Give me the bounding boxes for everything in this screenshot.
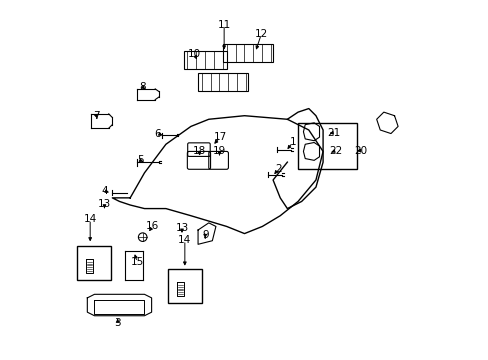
Bar [298,123,356,169]
Text: 22: 22 [328,146,342,156]
Text: 16: 16 [146,221,159,231]
Text: 12: 12 [254,29,267,39]
Text: 4: 4 [101,186,107,196]
Text: 8: 8 [139,82,146,92]
Text: 14: 14 [83,214,97,224]
Text: 13: 13 [98,199,111,209]
Text: 9: 9 [202,230,208,240]
Text: 11: 11 [217,19,230,30]
Bar [77,246,110,280]
Text: 18: 18 [192,146,205,156]
Text: 19: 19 [212,147,225,157]
Text: 5: 5 [137,156,143,165]
Bar [167,269,201,303]
Text: 10: 10 [187,49,201,59]
Text: 17: 17 [213,132,226,142]
Text: 7: 7 [93,111,100,121]
Text: 1: 1 [289,138,295,148]
Text: 15: 15 [130,257,143,267]
Text: 13: 13 [175,223,188,233]
Text: 2: 2 [275,164,281,174]
Text: 14: 14 [178,235,191,245]
Text: 20: 20 [353,146,366,156]
Text: 3: 3 [114,318,121,328]
Text: 21: 21 [326,128,340,138]
Text: 6: 6 [154,129,161,139]
